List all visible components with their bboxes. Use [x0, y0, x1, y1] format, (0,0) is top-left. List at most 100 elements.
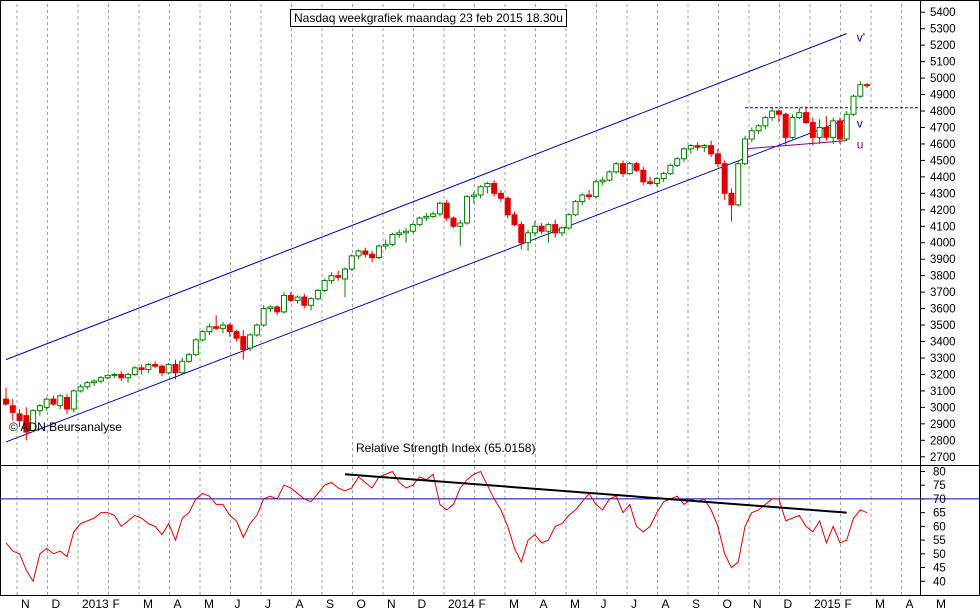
candle-body	[565, 214, 572, 229]
candle-body	[592, 181, 599, 198]
price-axis: 2700 2800 2900 3000 3100 3200 3300 3400 3500 3600…	[920, 7, 956, 464]
candle-body	[660, 173, 667, 180]
price-tick-label: 3700	[930, 287, 956, 299]
candle-body	[213, 326, 220, 329]
candle-body	[823, 126, 830, 138]
candle-body	[626, 163, 633, 175]
candle-body	[613, 163, 620, 173]
x-tick-label: A	[906, 597, 914, 610]
candle-body	[430, 213, 437, 217]
x-tick-label: J	[235, 597, 241, 610]
candle-body	[572, 201, 579, 216]
x-tick-label: N	[387, 597, 396, 610]
candle-body	[538, 225, 545, 232]
candle-body	[558, 227, 565, 234]
rsi-tick-label: 65	[933, 508, 946, 520]
candle-body	[518, 224, 525, 244]
candle-body	[687, 145, 694, 150]
candle-body	[653, 178, 660, 184]
x-tick-label: S	[692, 597, 700, 610]
candle-body	[484, 182, 491, 188]
candle-body	[836, 120, 843, 140]
price-tick-label: 3900	[930, 254, 956, 266]
candle-body	[260, 308, 267, 326]
candle-body	[708, 145, 715, 155]
price-tick-label: 3200	[930, 369, 956, 381]
candle-body	[70, 390, 77, 410]
rsi-trendline	[344, 473, 847, 514]
rsi-tick-label: 45	[933, 563, 946, 575]
candle-body	[158, 365, 165, 374]
candle-body	[253, 324, 260, 336]
candle-body	[423, 215, 430, 219]
candle-body	[714, 153, 721, 165]
price-tick-label: 4500	[930, 155, 956, 167]
candle-body	[443, 202, 450, 219]
candle-body	[762, 117, 769, 127]
x-tick-label: O	[357, 597, 366, 610]
candle-body	[152, 364, 159, 367]
candle-body	[314, 289, 321, 300]
x-tick-label: A	[296, 597, 304, 610]
candle-body	[294, 296, 301, 301]
x-tick-label: J	[601, 597, 607, 610]
x-tick-label: F	[479, 597, 486, 610]
candle-body	[145, 364, 152, 371]
watermark: © ADN Beursanalyse	[9, 420, 122, 434]
candle-body	[803, 112, 810, 124]
candle-body	[104, 374, 111, 379]
candle-body	[3, 398, 9, 405]
candle-body	[843, 113, 850, 140]
candle-body	[396, 232, 403, 236]
candle-body	[647, 181, 654, 184]
candle-body	[389, 234, 396, 245]
trend-line-label: v	[857, 116, 863, 130]
candle-body	[830, 120, 837, 138]
candle-body	[457, 222, 464, 227]
rsi-tick-label: 40	[933, 576, 946, 588]
x-tick-label: D	[418, 597, 427, 610]
candle-body	[280, 294, 287, 313]
trend-line-v-prime	[5, 33, 847, 361]
rsi-panel	[0, 470, 980, 583]
trend-line-v	[5, 118, 847, 443]
time-axis: N D 2013 F M A M J J A S O N D 2014 F M A M J J A S O N D 2015 F M A M	[21, 597, 946, 611]
x-tick-label: J	[631, 597, 637, 610]
candle-body	[84, 382, 91, 388]
candle-body	[409, 224, 416, 232]
candle-body	[219, 324, 226, 329]
candle-body	[240, 336, 247, 351]
candle-body	[525, 232, 532, 244]
x-tick-label: M	[204, 597, 214, 610]
channel-lines: v' vu	[5, 31, 920, 443]
rsi-tick-label: 50	[933, 549, 946, 561]
price-tick-label: 3800	[930, 271, 956, 283]
candle-body	[301, 296, 308, 306]
candle-body	[226, 324, 233, 333]
candle-body	[755, 125, 762, 132]
x-tick-label: M	[936, 597, 946, 610]
price-tick-label: 4000	[930, 238, 956, 250]
candle-body	[111, 373, 118, 376]
candle-body	[674, 158, 681, 166]
candle-body	[748, 130, 755, 140]
candle-body	[362, 250, 369, 255]
x-tick-label: N	[753, 597, 762, 610]
candle-body	[769, 110, 776, 119]
price-tick-label: 3300	[930, 353, 956, 365]
price-tick-label: 5400	[930, 7, 956, 19]
candle-body	[342, 268, 348, 280]
x-tick-label: 2014	[448, 597, 475, 610]
candle-body	[450, 217, 457, 227]
candle-body	[606, 171, 613, 181]
candle-body	[348, 255, 355, 270]
candle-body	[233, 331, 240, 339]
candle-body	[64, 396, 71, 410]
x-tick-label: A	[662, 597, 670, 610]
candle-body	[816, 126, 823, 138]
x-tick-label: D	[784, 597, 793, 610]
candle-body	[857, 84, 864, 97]
x-tick-label: F	[845, 597, 852, 610]
